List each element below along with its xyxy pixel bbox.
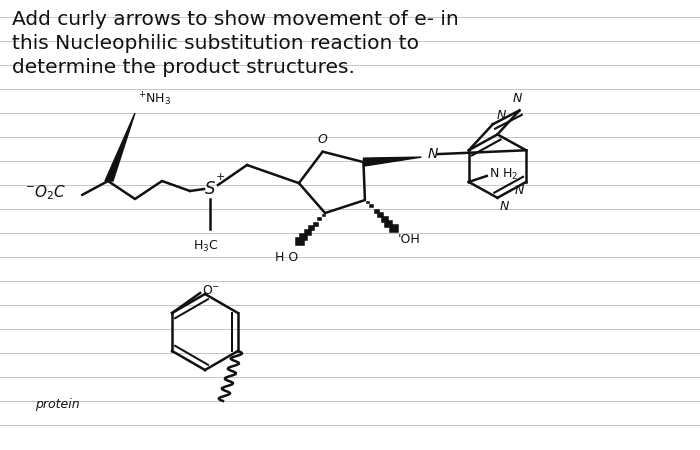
Text: $^{-}$O$_2$C: $^{-}$O$_2$C	[25, 184, 66, 202]
Text: N: N	[428, 147, 438, 161]
Text: $^{+}$NH$_3$: $^{+}$NH$_3$	[138, 90, 171, 108]
Text: O: O	[318, 133, 328, 146]
Text: +: +	[216, 172, 225, 182]
Polygon shape	[363, 157, 421, 166]
Text: N: N	[499, 200, 509, 213]
Text: determine the product structures.: determine the product structures.	[12, 58, 355, 77]
Text: this Nucleophilic substitution reaction to: this Nucleophilic substitution reaction …	[12, 34, 419, 53]
Text: H$_3$C: H$_3$C	[193, 239, 219, 254]
Text: H O: H O	[275, 251, 299, 264]
Text: Add curly arrows to show movement of e- in: Add curly arrows to show movement of e- …	[12, 10, 458, 29]
Text: O$^{-}$: O$^{-}$	[202, 284, 220, 297]
Text: 'OH: 'OH	[398, 233, 421, 246]
Text: N: N	[497, 109, 506, 122]
Text: N: N	[514, 184, 524, 197]
Polygon shape	[105, 113, 135, 181]
Text: protein: protein	[35, 398, 80, 411]
Text: N: N	[513, 92, 522, 105]
Text: S: S	[204, 180, 216, 198]
Text: N H$_2$: N H$_2$	[489, 166, 518, 181]
